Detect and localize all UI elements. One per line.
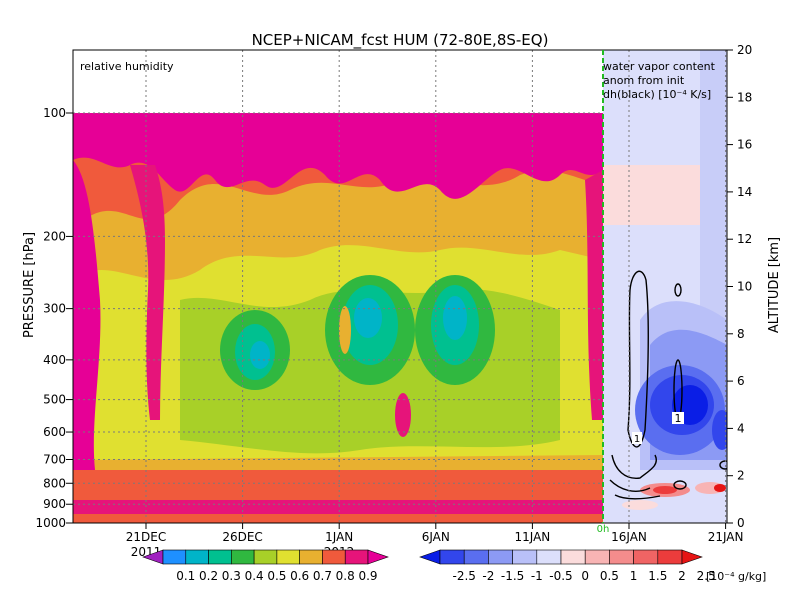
colorbar-label: 0.8 — [336, 569, 355, 583]
colorbar-swatch — [657, 549, 683, 565]
altitude-tick-label: 8 — [737, 327, 745, 341]
colorbar-label: -1.5 — [501, 569, 524, 583]
humidity-field — [73, 113, 603, 523]
colorbar-label: -0.5 — [549, 569, 572, 583]
contour-label-2: 1 — [634, 434, 640, 445]
chart-title: NCEP+NICAM_fcst HUM (72-80E,8S-EQ) — [252, 31, 549, 50]
forecast-marker-label: 0h — [597, 524, 610, 535]
colorbar-swatch — [185, 549, 209, 565]
time-tick-label: 21JAN — [708, 530, 744, 544]
altitude-tick-label: 18 — [737, 90, 752, 104]
altitude-tick-label: 10 — [737, 280, 752, 294]
pressure-tick-label: 800 — [43, 476, 66, 490]
contour-label: 1 — [675, 412, 682, 425]
colorbar-swatch — [584, 549, 610, 565]
colorbar-swatch — [276, 549, 300, 565]
altitude-tick-label: 16 — [737, 138, 752, 152]
colorbar-swatch — [488, 549, 513, 565]
colorbar-anomaly: -2.5 -2 -1.5 -1 -0.5 0 0.5 1 1.5 2 2.5 — [419, 549, 716, 583]
colorbar-label: 1 — [630, 569, 638, 583]
colorbar-high-arrow — [367, 549, 389, 565]
colorbar-label: 0.5 — [600, 569, 619, 583]
colorbar-label: 2 — [678, 569, 686, 583]
colorbar-swatch — [609, 549, 634, 565]
colorbar-label: -2 — [482, 569, 494, 583]
colorbar-swatch — [439, 549, 465, 565]
colorbar-label: 1.5 — [648, 569, 667, 583]
colorbar-label: 2.5 — [697, 569, 716, 583]
right-panel-label-2: anom from init — [603, 74, 685, 87]
y-axis-title-right: ALTITUDE [km] — [767, 237, 782, 333]
y-axis-title-left: PRESSURE [hPa] — [22, 232, 37, 338]
colorbar-low-arrow — [419, 549, 441, 565]
colorbar-high-arrow — [681, 549, 703, 565]
colorbar-swatch — [344, 549, 369, 565]
gridlines — [73, 50, 727, 524]
altitude-tick-label: 6 — [737, 374, 745, 388]
colorbar-label: 0 — [581, 569, 589, 583]
time-tick-label: 21DEC — [126, 530, 166, 544]
colorbar-swatch — [208, 549, 232, 565]
colorbar-label: 0.5 — [267, 569, 286, 583]
right-panel-label-1: water vapor content — [603, 60, 716, 73]
colorbar-swatch — [463, 549, 489, 565]
colorbar-swatch — [299, 549, 323, 565]
pressure-tick-label: 900 — [43, 497, 66, 511]
colorbar-label: 0.1 — [176, 569, 195, 583]
pressure-tick-label: 400 — [43, 353, 66, 367]
colorbar-swatch — [231, 549, 255, 565]
colorbar-label: -2.5 — [452, 569, 475, 583]
colorbar-swatch — [253, 549, 278, 565]
time-tick-label: 16JAN — [611, 530, 647, 544]
pressure-tick-label: 500 — [43, 393, 66, 407]
colorbar-label: 0.7 — [313, 569, 332, 583]
time-tick-label: 26DEC — [222, 530, 262, 544]
colorbar-label: -1 — [531, 569, 543, 583]
pressure-tick-label: 600 — [43, 425, 66, 439]
time-tick-label: 1JAN — [325, 530, 353, 544]
altitude-tick-label: 12 — [737, 232, 752, 246]
pressure-tick-label: 700 — [43, 452, 66, 466]
colorbar-relative-humidity: 0.1 0.2 0.3 0.4 0.5 0.6 0.7 0.8 0.9 — [142, 549, 389, 583]
altitude-tick-label: 20 — [737, 43, 752, 57]
left-panel-label: relative humidity — [80, 60, 174, 73]
colorbar-swatch — [536, 549, 562, 565]
altitude-tick-label: 2 — [737, 469, 745, 483]
colorbar-label: 0.2 — [199, 569, 218, 583]
colorbar-swatch — [560, 549, 586, 565]
colorbar-label: 0.3 — [222, 569, 241, 583]
anomaly-field: 1 1 — [603, 50, 727, 523]
colorbar-label: 0.9 — [358, 569, 377, 583]
anomaly-colorbar-unit: [10⁻⁴ g/kg] — [706, 570, 766, 583]
pressure-tick-label: 200 — [43, 229, 66, 243]
colorbar-swatch — [512, 549, 538, 565]
right-panel-label-3: dh(black) [10⁻⁴ K/s] — [603, 88, 711, 101]
time-tick-label: 11JAN — [515, 530, 551, 544]
pressure-tick-label: 100 — [43, 106, 66, 120]
colorbar-swatch — [322, 549, 346, 565]
altitude-tick-label: 14 — [737, 185, 752, 199]
altitude-tick-label: 0 — [737, 516, 745, 530]
colorbar-label: 0.6 — [290, 569, 309, 583]
colorbar-swatch — [162, 549, 187, 565]
pressure-tick-label: 1000 — [35, 516, 66, 530]
altitude-tick-label: 4 — [737, 421, 745, 435]
colorbar-label: 0.4 — [245, 569, 264, 583]
pressure-tick-label: 300 — [43, 302, 66, 316]
time-tick-label: 6JAN — [422, 530, 450, 544]
colorbar-swatch — [633, 549, 659, 565]
